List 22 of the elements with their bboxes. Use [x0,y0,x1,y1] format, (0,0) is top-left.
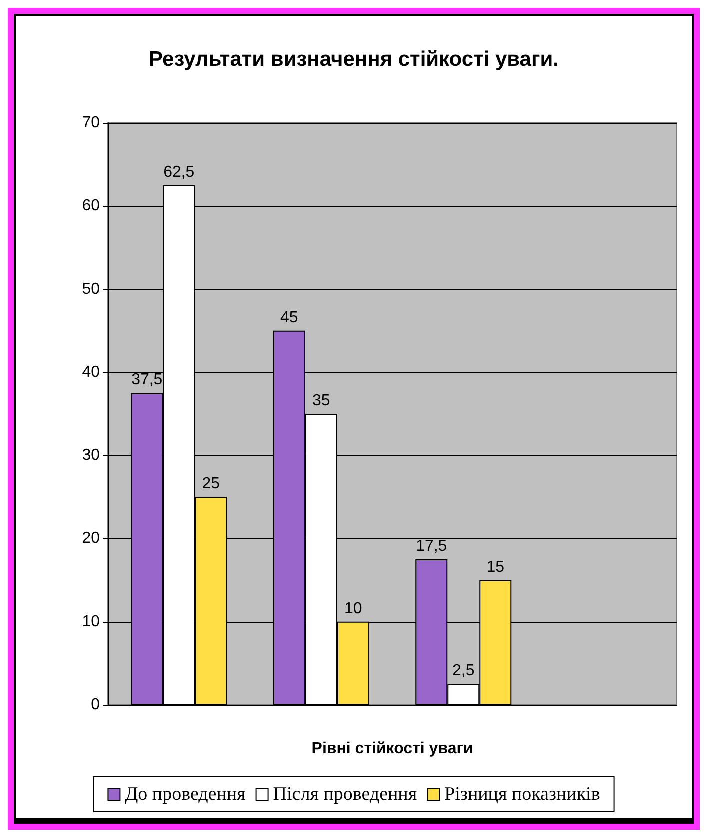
data-label: 37,5 [132,372,163,389]
legend-label: Після проведення [273,784,418,805]
data-label: 25 [202,476,220,493]
y-tick-label: 40 [82,364,100,381]
legend-label: Різниця показників [444,784,600,805]
data-label: 17,5 [416,538,448,555]
y-tick-label: 0 [91,696,100,714]
y-tick-label: 50 [82,280,100,298]
chart-title: Результати визначення стійкості уваги. [149,48,559,71]
x-axis-title: Рівні стійкості уваги [312,740,474,758]
y-tick-label: 70 [82,114,100,132]
y-tick-label: 30 [82,447,100,464]
data-label: 2,5 [452,662,475,680]
data-label: 62,5 [164,164,195,181]
data-label: 45 [280,309,298,326]
y-tick-label: 20 [82,530,100,548]
y-tick-label: 10 [82,613,100,630]
y-tick-label: 60 [82,198,100,215]
data-label: 10 [344,600,362,618]
data-label: 35 [312,392,330,410]
data-label: 15 [486,558,505,576]
legend-label: До проведення [125,784,246,805]
